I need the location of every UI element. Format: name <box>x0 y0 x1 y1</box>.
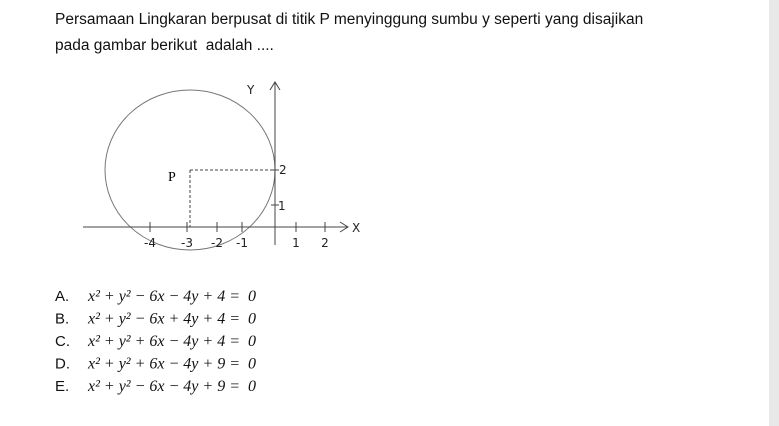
option-text: x² + y² + 6x − 4y + 9 = 0 <box>87 356 256 373</box>
x-arrow <box>339 221 349 233</box>
x-axis-label: X <box>352 221 360 235</box>
option-letter: E. <box>55 378 69 395</box>
option-text: x² + y² − 6x + 4y + 4 = 0 <box>87 311 256 328</box>
option-letter: C. <box>55 333 70 350</box>
y-arrow <box>269 81 281 91</box>
y-tick-label: 1 <box>278 199 286 213</box>
option-text: x² + y² − 6x − 4y + 9 = 0 <box>87 378 256 395</box>
option-text: x² + y² + 6x − 4y + 4 = 0 <box>87 333 256 350</box>
y-tick-label: 2 <box>279 163 287 177</box>
question-line: Persamaan Lingkaran berpusat di titik P … <box>55 11 643 28</box>
x-tick-label: -2 <box>211 236 223 250</box>
x-tick-label: 2 <box>321 236 329 250</box>
x-tick-label: -3 <box>181 236 193 250</box>
x-tick-label: 1 <box>292 236 300 250</box>
x-tick-label: -1 <box>236 236 248 250</box>
diagram <box>83 81 349 251</box>
y-axis-label: Y <box>246 83 255 97</box>
point-label: P <box>168 170 176 185</box>
option-letter: A. <box>55 288 69 305</box>
scrollbar <box>769 0 779 426</box>
option-text: x² + y² − 6x − 4y + 4 = 0 <box>87 288 256 305</box>
option-letter: D. <box>55 356 70 373</box>
question-line: pada gambar berikut adalah .... <box>55 37 274 54</box>
option-letter: B. <box>55 311 69 328</box>
x-tick-label: -4 <box>144 236 156 250</box>
